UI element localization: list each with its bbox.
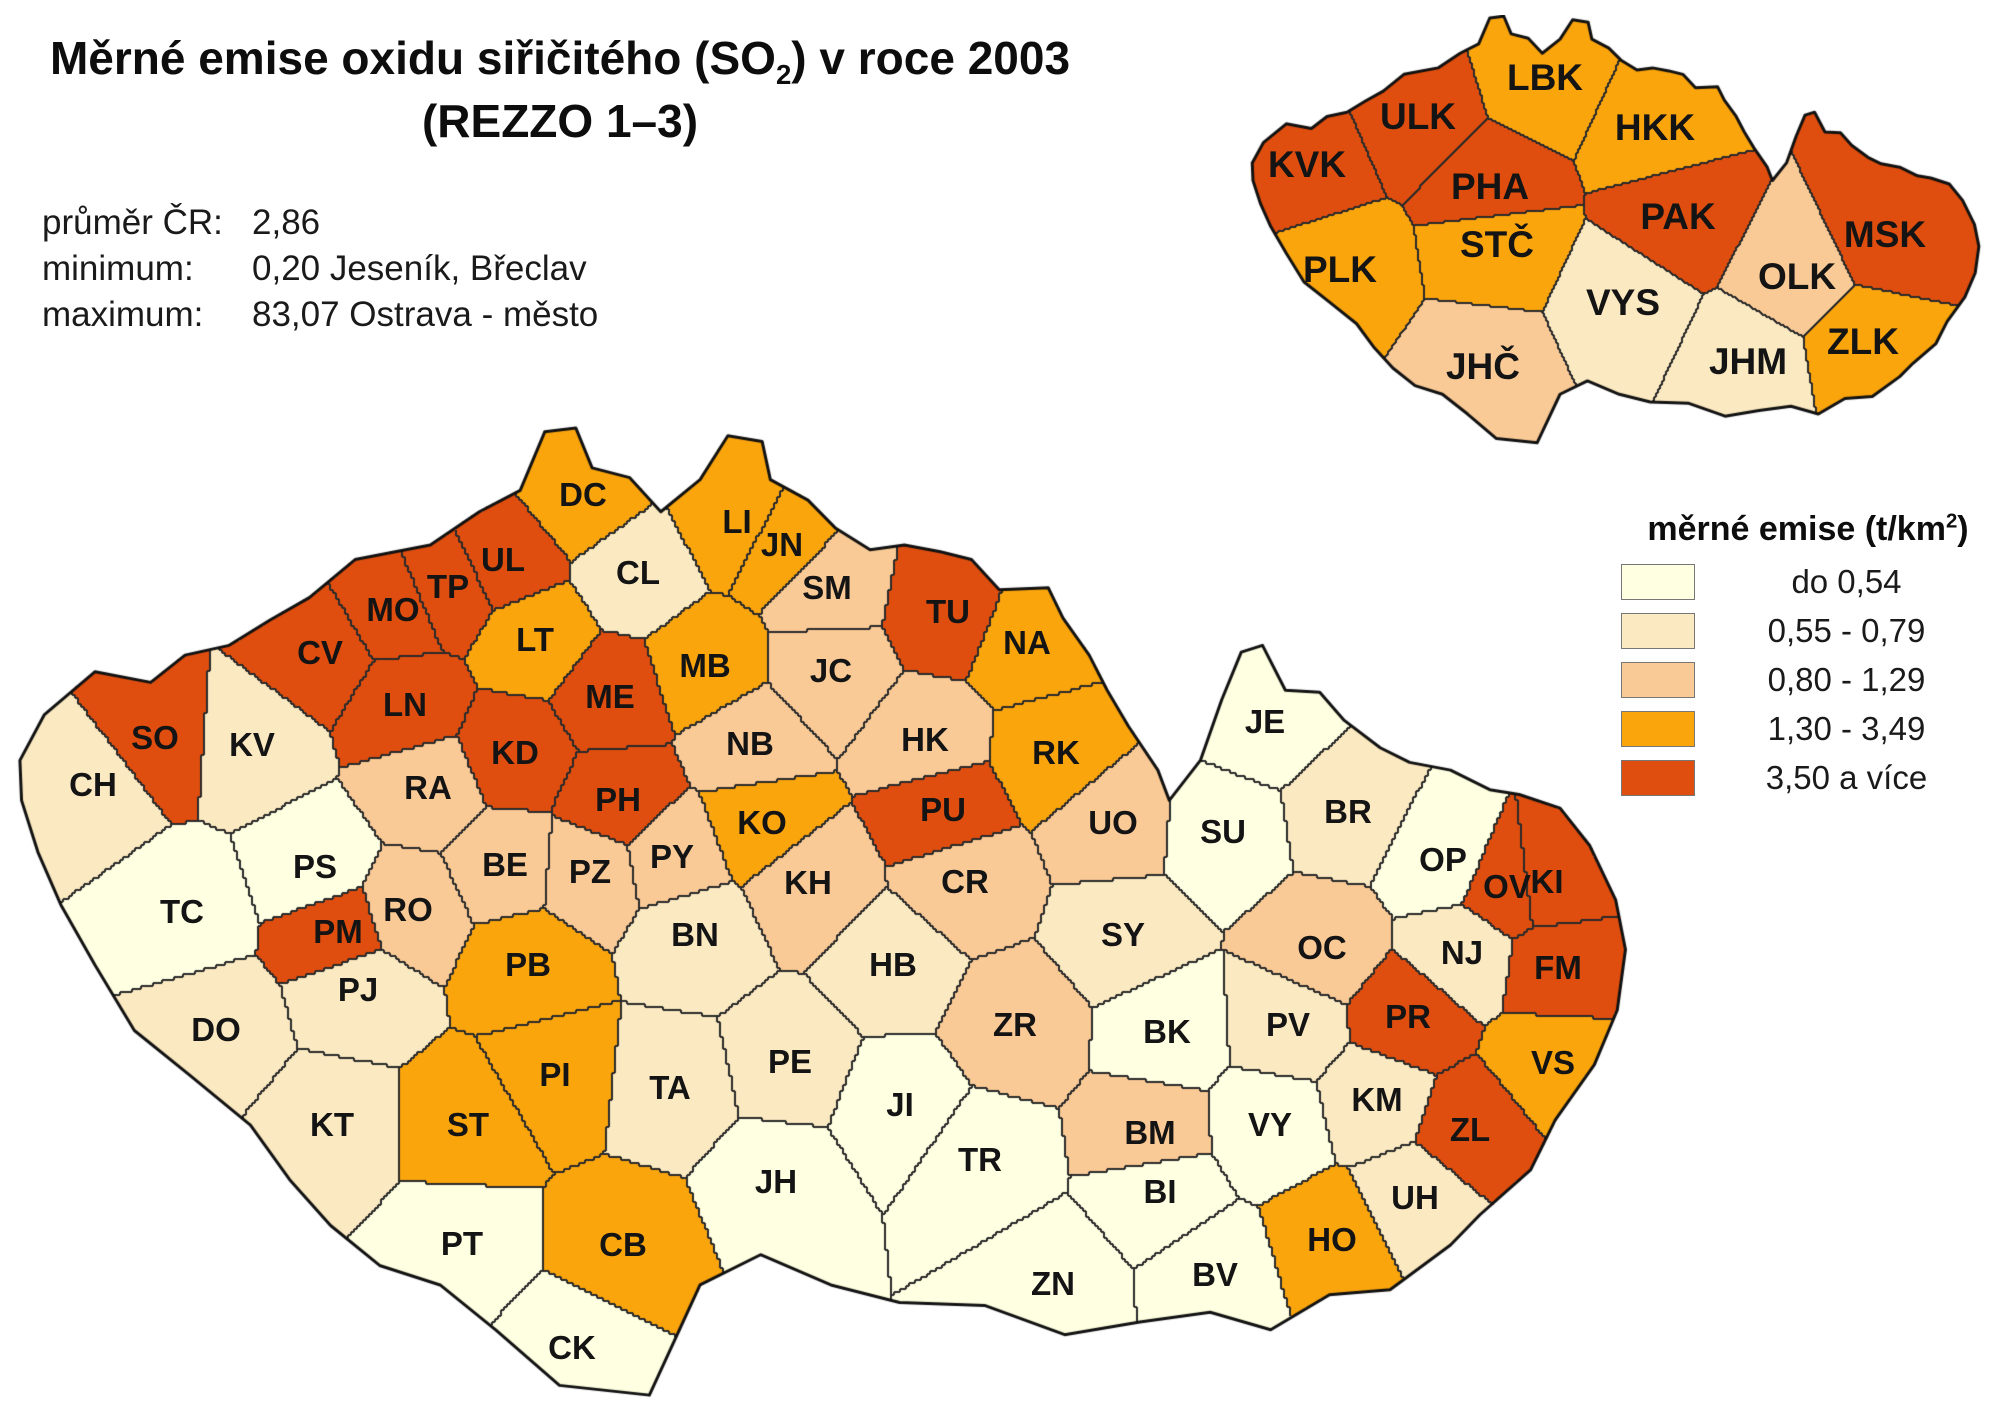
legend-swatch-2 xyxy=(1621,612,1695,649)
stat-label: minimum: xyxy=(42,249,194,288)
legend-swatch-4 xyxy=(1621,710,1695,747)
stat-value: 2,86 xyxy=(252,203,321,242)
legend-swatch-3 xyxy=(1621,661,1695,698)
stat-row-minimum: minimum: 0,20 Jeseník, Břeclav xyxy=(42,246,598,292)
legend-class-label: 0,55 - 0,79 xyxy=(1767,611,1926,649)
stat-value: 83,07 Ostrava - město xyxy=(252,295,599,334)
legend-swatch-5 xyxy=(1621,759,1695,796)
stat-label: maximum: xyxy=(42,295,204,334)
legend-row-1: do 0,54 xyxy=(1618,563,1998,600)
stat-value: 0,20 Jeseník, Břeclav xyxy=(252,249,587,288)
legend-class-label: 1,30 - 3,49 xyxy=(1767,709,1926,747)
legend-row-2: 0,55 - 0,79 xyxy=(1618,612,1998,649)
legend-row-4: 1,30 - 3,49 xyxy=(1618,710,1998,747)
legend-class-label: 3,50 a více xyxy=(1765,758,1928,796)
stat-row-maximum: maximum: 83,07 Ostrava - město xyxy=(42,292,598,338)
legend-class-label: do 0,54 xyxy=(1791,562,1902,600)
legend-class-label: 0,80 - 1,29 xyxy=(1767,660,1926,698)
stat-label: průměr ČR: xyxy=(42,203,223,242)
regions-overview-map: KVK ULK LBK HKK PAK OLK MSK ZLK JHM VYS JHČ PLK STČ P… xyxy=(1250,15,1990,445)
small-map-canvas xyxy=(1250,15,1990,445)
stats-block: průměr ČR: 2,86 minimum: 0,20 Jeseník, Bře… xyxy=(42,200,598,338)
districts-choropleth-map: CH SO KV CV MO TP UL DC LT LN CL LI JN SM TU NA JC MB ME KD… xyxy=(15,425,1650,1400)
stat-row-average: průměr ČR: 2,86 xyxy=(42,200,598,246)
legend-row-5: 3,50 a více xyxy=(1618,759,1998,796)
map-title: Měrné emise oxidu siřičitého (SO2) v roc… xyxy=(30,30,1090,150)
map-title-line1: Měrné emise oxidu siřičitého (SO2) v roc… xyxy=(49,32,1071,91)
legend-row-3: 0,80 - 1,29 xyxy=(1618,661,1998,698)
big-map-canvas xyxy=(15,425,1650,1400)
map-title-line2: (REZZO 1–3) xyxy=(421,94,699,147)
legend-rows: do 0,54 0,55 - 0,79 0,80 - 1,29 1,30 - 3,49… xyxy=(1618,563,1998,796)
legend: měrné emise (t/km2) do 0,54 0,55 - 0,79 0,… xyxy=(1618,510,1998,808)
legend-superscript: 2 xyxy=(1945,510,1958,533)
title-subscript: 2 xyxy=(775,59,792,91)
legend-swatch-1 xyxy=(1621,563,1695,600)
legend-title: měrné emise (t/km2) xyxy=(1647,510,1969,548)
